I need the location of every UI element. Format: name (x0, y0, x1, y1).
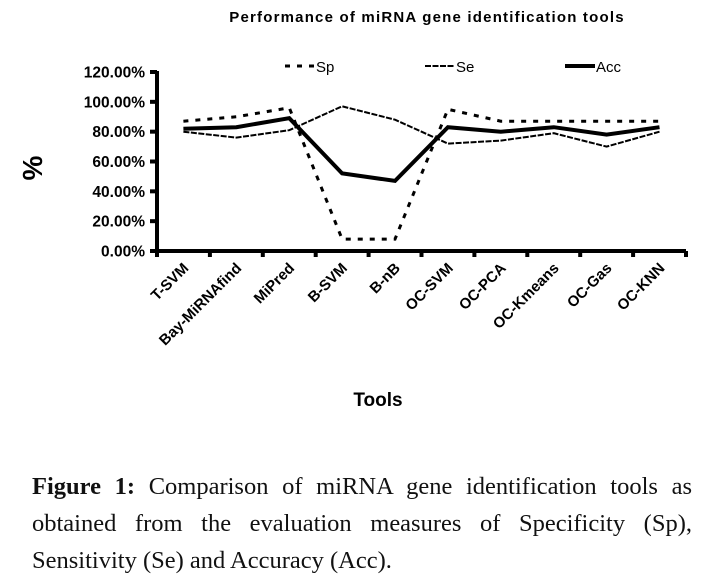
caption-text: Comparison of miRNA gene identification … (32, 473, 692, 574)
line-chart: Performance of miRNA gene identification… (17, 9, 688, 411)
series-lines (183, 105, 660, 241)
series-sp-line (183, 106, 660, 241)
y-ticks: 0.00% 20.00% 40.00% 60.00% 80.00% 100.00% 120.… (84, 65, 157, 261)
y-tick-label: 0.00% (101, 244, 145, 261)
x-tick-label: T-SVM (148, 260, 192, 304)
y-tick-label: 80.00% (92, 124, 145, 141)
x-tick-label: OC-Gas (564, 260, 616, 312)
y-axis-label: % (17, 155, 48, 180)
x-tick-label: B-SVM (305, 260, 351, 306)
figure-caption: Figure 1: Comparison of miRNA gene ident… (32, 468, 692, 579)
caption-label: Figure 1: (32, 473, 136, 500)
legend-label-acc: Acc (596, 59, 622, 76)
series-acc-line (183, 116, 660, 184)
x-tick-label: OC-SVM (402, 260, 456, 314)
x-tick-label: MiPred (251, 260, 298, 307)
y-tick-label: 60.00% (92, 154, 145, 171)
legend: Sp Se Acc (285, 59, 622, 76)
legend-label-se: Se (456, 59, 474, 76)
series-se-line (183, 105, 660, 148)
y-tick-label: 20.00% (92, 214, 145, 231)
x-tick-label: OC-PCA (456, 260, 510, 314)
x-tick-label: B-nB (367, 260, 404, 297)
y-tick-label: 120.00% (84, 65, 145, 82)
axes (155, 71, 686, 257)
chart-title: Performance of miRNA gene identification… (229, 9, 625, 26)
x-tick-label: OC-KNN (614, 260, 668, 314)
x-axis-label: Tools (353, 390, 402, 411)
legend-label-sp: Sp (316, 59, 334, 76)
y-tick-label: 100.00% (84, 94, 145, 111)
y-tick-label: 40.00% (92, 184, 145, 201)
